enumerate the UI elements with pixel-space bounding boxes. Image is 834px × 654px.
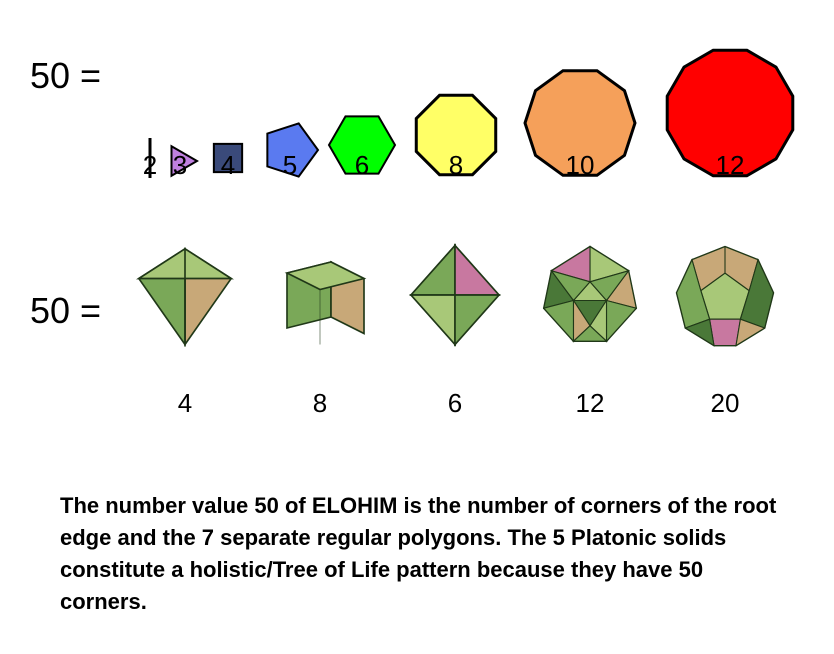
polygon-2-count: 2 xyxy=(143,150,157,181)
icosahedron-vertex-count: 12 xyxy=(576,388,605,419)
octahedron-vertex-count: 6 xyxy=(448,388,462,419)
row1-equals-label: 50 = xyxy=(30,55,101,97)
caption-text: The number value 50 of ELOHIM is the num… xyxy=(60,490,780,618)
tetrahedron-vertex-count: 4 xyxy=(178,388,192,419)
polygon-12-count: 12 xyxy=(716,150,745,181)
row2-equals-label: 50 = xyxy=(30,290,101,332)
polygon-3-count: 3 xyxy=(173,150,187,181)
polygon-5-count: 5 xyxy=(283,150,297,181)
polygon-8-count: 8 xyxy=(449,150,463,181)
octahedron-icon xyxy=(400,240,510,350)
cube-icon xyxy=(265,240,375,350)
cube-vertex-count: 8 xyxy=(313,388,327,419)
polygon-6-count: 6 xyxy=(355,150,369,181)
dodecahedron-vertex-count: 20 xyxy=(711,388,740,419)
tetrahedron-icon xyxy=(130,240,240,350)
dodecahedron-icon xyxy=(670,240,780,350)
icosahedron-icon xyxy=(535,240,645,350)
polygon-4-count: 4 xyxy=(221,150,235,181)
polygon-10-count: 10 xyxy=(566,150,595,181)
